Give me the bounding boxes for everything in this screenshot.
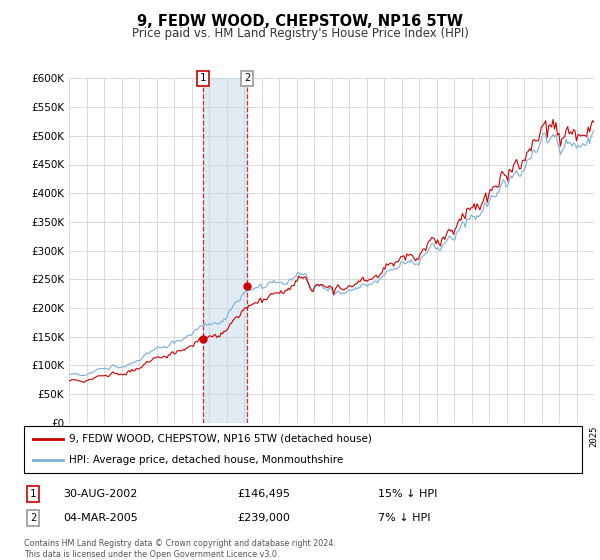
Text: 2: 2 xyxy=(30,513,36,523)
Text: HPI: Average price, detached house, Monmouthshire: HPI: Average price, detached house, Monm… xyxy=(69,455,343,465)
Text: 15% ↓ HPI: 15% ↓ HPI xyxy=(378,489,437,499)
Text: 04-MAR-2005: 04-MAR-2005 xyxy=(63,513,138,523)
Text: 1: 1 xyxy=(30,489,36,499)
Text: Contains HM Land Registry data © Crown copyright and database right 2024.: Contains HM Land Registry data © Crown c… xyxy=(24,539,336,548)
Text: This data is licensed under the Open Government Licence v3.0.: This data is licensed under the Open Gov… xyxy=(24,550,280,559)
Text: £146,495: £146,495 xyxy=(237,489,290,499)
Text: 9, FEDW WOOD, CHEPSTOW, NP16 5TW (detached house): 9, FEDW WOOD, CHEPSTOW, NP16 5TW (detach… xyxy=(69,434,372,444)
Text: 30-AUG-2002: 30-AUG-2002 xyxy=(63,489,137,499)
Text: 1: 1 xyxy=(200,73,206,83)
Text: Price paid vs. HM Land Registry's House Price Index (HPI): Price paid vs. HM Land Registry's House … xyxy=(131,27,469,40)
Text: 7% ↓ HPI: 7% ↓ HPI xyxy=(378,513,431,523)
Text: 9, FEDW WOOD, CHEPSTOW, NP16 5TW: 9, FEDW WOOD, CHEPSTOW, NP16 5TW xyxy=(137,14,463,29)
Text: £239,000: £239,000 xyxy=(237,513,290,523)
Text: 2: 2 xyxy=(244,73,250,83)
Bar xyxy=(203,78,247,423)
